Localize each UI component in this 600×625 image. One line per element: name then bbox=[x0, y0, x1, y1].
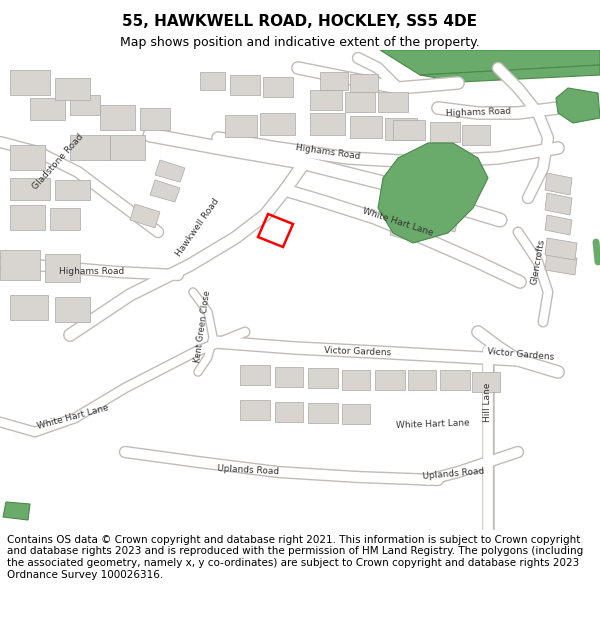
Polygon shape bbox=[350, 74, 378, 92]
Polygon shape bbox=[100, 105, 135, 130]
Polygon shape bbox=[70, 135, 110, 160]
Polygon shape bbox=[0, 250, 40, 280]
Text: Uplands Road: Uplands Road bbox=[422, 467, 484, 481]
Polygon shape bbox=[10, 295, 48, 320]
Polygon shape bbox=[260, 113, 295, 135]
Text: Victor Gardens: Victor Gardens bbox=[487, 347, 555, 361]
Polygon shape bbox=[545, 173, 572, 195]
Polygon shape bbox=[140, 108, 170, 130]
Polygon shape bbox=[380, 50, 600, 75]
Polygon shape bbox=[434, 175, 463, 197]
Text: Map shows position and indicative extent of the property.: Map shows position and indicative extent… bbox=[120, 36, 480, 49]
Text: Glencrofts: Glencrofts bbox=[530, 238, 547, 286]
Polygon shape bbox=[275, 367, 303, 387]
Polygon shape bbox=[472, 372, 500, 392]
Polygon shape bbox=[55, 297, 90, 322]
Polygon shape bbox=[320, 72, 348, 90]
Text: Gladstone Road: Gladstone Road bbox=[31, 132, 85, 192]
Polygon shape bbox=[462, 125, 490, 145]
Text: White Hart Lane: White Hart Lane bbox=[362, 206, 434, 238]
Polygon shape bbox=[200, 72, 225, 90]
Polygon shape bbox=[240, 365, 270, 385]
Polygon shape bbox=[55, 180, 90, 200]
Polygon shape bbox=[350, 116, 382, 138]
Polygon shape bbox=[308, 403, 338, 423]
Polygon shape bbox=[545, 193, 572, 215]
Polygon shape bbox=[385, 118, 417, 140]
Polygon shape bbox=[342, 404, 370, 424]
Polygon shape bbox=[393, 202, 421, 224]
Polygon shape bbox=[408, 370, 436, 390]
Polygon shape bbox=[545, 253, 577, 275]
Polygon shape bbox=[263, 77, 293, 97]
Polygon shape bbox=[10, 178, 50, 200]
Polygon shape bbox=[430, 122, 460, 142]
Polygon shape bbox=[55, 78, 90, 100]
Polygon shape bbox=[345, 92, 375, 112]
Polygon shape bbox=[393, 120, 425, 140]
Polygon shape bbox=[378, 143, 488, 243]
Text: Victor Gardens: Victor Gardens bbox=[325, 346, 392, 358]
Polygon shape bbox=[110, 135, 145, 160]
Polygon shape bbox=[432, 192, 460, 214]
Text: White Hart Lane: White Hart Lane bbox=[396, 418, 470, 430]
Polygon shape bbox=[545, 238, 577, 260]
Polygon shape bbox=[310, 113, 345, 135]
Text: Hawkwell Road: Hawkwell Road bbox=[175, 196, 221, 258]
Polygon shape bbox=[440, 370, 470, 390]
Polygon shape bbox=[3, 502, 30, 520]
Polygon shape bbox=[70, 95, 100, 115]
Polygon shape bbox=[430, 210, 458, 232]
Text: Uplands Road: Uplands Road bbox=[217, 464, 279, 476]
Polygon shape bbox=[378, 92, 408, 112]
Polygon shape bbox=[155, 160, 185, 182]
Text: White Hart Lane: White Hart Lane bbox=[36, 403, 110, 431]
Polygon shape bbox=[375, 370, 405, 390]
Polygon shape bbox=[10, 70, 50, 95]
Polygon shape bbox=[130, 204, 160, 228]
Text: Highams Road: Highams Road bbox=[59, 268, 125, 276]
Polygon shape bbox=[310, 90, 342, 110]
Polygon shape bbox=[10, 145, 45, 170]
Polygon shape bbox=[50, 208, 80, 230]
Polygon shape bbox=[230, 75, 260, 95]
Polygon shape bbox=[420, 65, 600, 82]
Polygon shape bbox=[225, 115, 257, 137]
Polygon shape bbox=[545, 215, 572, 235]
Text: 55, HAWKWELL ROAD, HOCKLEY, SS5 4DE: 55, HAWKWELL ROAD, HOCKLEY, SS5 4DE bbox=[122, 14, 478, 29]
Text: Contains OS data © Crown copyright and database right 2021. This information is : Contains OS data © Crown copyright and d… bbox=[7, 535, 583, 579]
Text: Kent Green Close: Kent Green Close bbox=[193, 290, 212, 364]
Polygon shape bbox=[30, 98, 65, 120]
Polygon shape bbox=[556, 88, 600, 123]
Text: Hill Lane: Hill Lane bbox=[484, 382, 493, 422]
Polygon shape bbox=[342, 370, 370, 390]
Text: Highams Road: Highams Road bbox=[445, 106, 511, 118]
Polygon shape bbox=[390, 220, 418, 242]
Polygon shape bbox=[308, 368, 338, 388]
Polygon shape bbox=[45, 254, 80, 282]
Polygon shape bbox=[10, 205, 45, 230]
Polygon shape bbox=[275, 402, 303, 422]
Polygon shape bbox=[240, 400, 270, 420]
Polygon shape bbox=[150, 180, 180, 202]
Text: Highams Road: Highams Road bbox=[295, 143, 361, 161]
